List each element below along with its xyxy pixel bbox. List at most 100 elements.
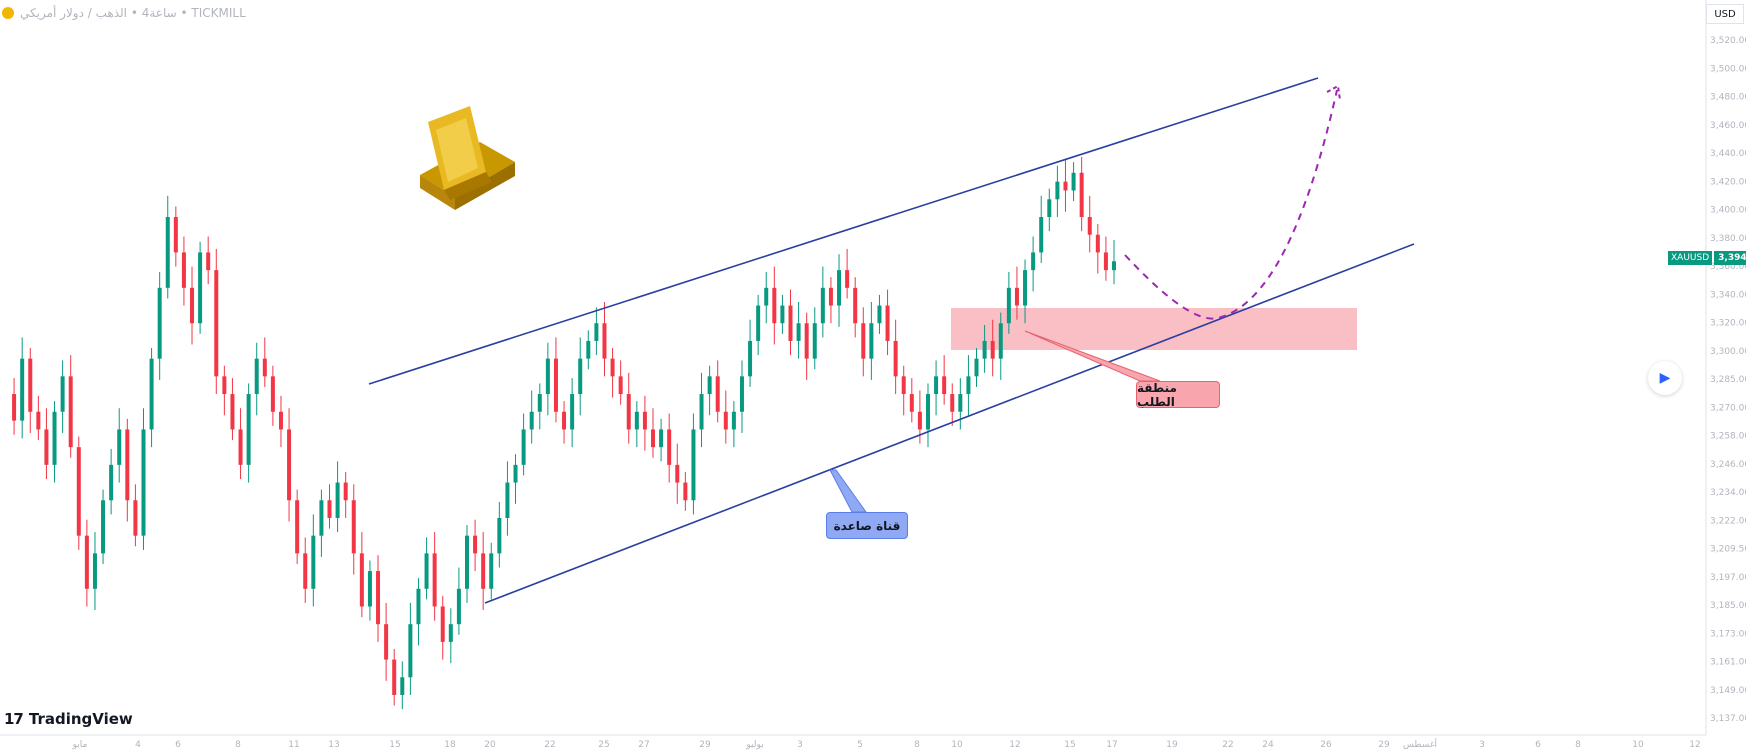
price-tick-label: 3,300.00 xyxy=(1710,347,1746,357)
candle-down xyxy=(651,429,656,448)
candle-down xyxy=(343,482,348,501)
price-tick-label: 3,270.00 xyxy=(1710,403,1746,413)
candle-up xyxy=(634,411,639,430)
time-tick-label: 26 xyxy=(1320,740,1332,750)
projection-path[interactable] xyxy=(1124,89,1338,320)
price-tag-value: 3,394.90 xyxy=(1714,251,1746,265)
candle-up xyxy=(1055,181,1060,200)
candle-up xyxy=(400,677,405,695)
candle-down xyxy=(772,287,777,324)
candle-up xyxy=(659,429,664,448)
candle-down xyxy=(214,270,219,377)
candle-down xyxy=(206,252,211,271)
price-tick-label: 3,460.00 xyxy=(1710,121,1746,131)
candle-up xyxy=(1006,287,1011,324)
candle-up xyxy=(52,411,57,465)
candle-up xyxy=(92,553,97,589)
candle-up xyxy=(925,394,930,430)
price-tick-label: 3,258.00 xyxy=(1710,432,1746,442)
exchange-label: TICKMILL xyxy=(191,6,246,20)
candle-up xyxy=(335,482,340,518)
time-tick-label: 12 xyxy=(1009,740,1020,750)
candle-down xyxy=(287,429,292,501)
candle-up xyxy=(311,535,316,589)
price-tick-label: 3,285.00 xyxy=(1710,375,1746,385)
candle-down xyxy=(173,217,178,253)
currency-selector[interactable]: USD xyxy=(1706,4,1744,24)
candle-up xyxy=(869,323,874,359)
candle-up xyxy=(198,252,203,324)
candle-up xyxy=(1071,172,1076,191)
time-tick-label: 27 xyxy=(638,740,649,750)
time-tick-label: 24 xyxy=(1262,740,1274,750)
channel-label[interactable]: قناة صاعدة xyxy=(826,512,908,539)
candle-up xyxy=(489,553,494,589)
candle-up xyxy=(966,376,971,395)
price-tick-label: 3,480.00 xyxy=(1710,93,1746,103)
candle-down xyxy=(618,376,623,395)
candle-up xyxy=(748,340,753,377)
candle-up xyxy=(109,464,114,501)
scroll-to-realtime-button[interactable]: ▶ xyxy=(1648,361,1682,395)
candle-up xyxy=(820,287,825,324)
candle-down xyxy=(28,358,33,412)
candle-up xyxy=(1112,261,1116,271)
candle-down xyxy=(327,500,332,518)
candle-down xyxy=(901,376,906,395)
price-axis-ticks: 3,520.00 3,500.00 3,480.00 3,460.00 3,440.00… xyxy=(1710,36,1746,724)
demand-zone-label[interactable]: منطقة الطلب xyxy=(1136,381,1220,409)
candle-up xyxy=(497,517,502,554)
time-tick-label: 11 xyxy=(288,740,299,750)
candle-up xyxy=(756,305,761,341)
candle-down xyxy=(68,376,73,448)
candle-down xyxy=(642,411,647,430)
candle-down xyxy=(481,553,486,589)
chart-header: الذهب / دولار أمريكي • 4ساعة • TICKMILL xyxy=(0,4,246,22)
projection-arrowhead xyxy=(1326,84,1341,101)
candle-down xyxy=(440,606,445,642)
candle-up xyxy=(764,287,769,306)
price-tick-label: 3,400.00 xyxy=(1710,206,1746,216)
candle-up xyxy=(1031,252,1036,271)
candle-down xyxy=(942,376,947,395)
candle-up xyxy=(1047,199,1052,218)
candle-down xyxy=(723,411,728,430)
time-tick-label: 12 xyxy=(1689,740,1700,750)
gold-bars-icon xyxy=(420,106,515,210)
candle-up xyxy=(812,323,817,359)
candle-up xyxy=(537,394,542,412)
candle-up xyxy=(594,323,599,341)
time-tick-label: 5 xyxy=(857,740,863,750)
candle-up xyxy=(529,411,534,430)
candle-up xyxy=(254,358,259,395)
candle-down xyxy=(181,252,186,288)
channel-upper-line[interactable] xyxy=(368,77,1319,385)
candle-up xyxy=(731,411,736,430)
candle-down xyxy=(610,358,615,377)
price-tick-label: 3,137.00 xyxy=(1710,714,1746,724)
candle-down xyxy=(76,447,81,536)
candle-down xyxy=(190,287,195,324)
time-tick-label: 18 xyxy=(444,740,456,750)
price-tick-label: 3,520.00 xyxy=(1710,36,1746,46)
candle-down xyxy=(990,340,995,359)
tradingview-logo[interactable]: 17 TradingView xyxy=(4,710,133,728)
time-tick-label: 17 xyxy=(1106,740,1117,750)
candle-down xyxy=(602,323,607,359)
candle-down xyxy=(432,553,437,607)
channel-lower-line[interactable] xyxy=(484,243,1415,604)
time-tick-label: 29 xyxy=(699,740,711,750)
candles-group xyxy=(12,156,1116,710)
time-tick-label: 19 xyxy=(1166,740,1178,750)
time-tick-label: مايو xyxy=(72,740,88,750)
candle-down xyxy=(44,429,49,465)
candle-down xyxy=(230,394,235,430)
time-tick-label: 6 xyxy=(175,740,181,750)
time-tick-label: 8 xyxy=(235,740,241,750)
candle-down xyxy=(303,553,308,589)
candle-up xyxy=(513,464,518,483)
timeframe-label[interactable]: 4ساعة xyxy=(141,6,177,20)
candle-up xyxy=(982,340,987,359)
candle-down xyxy=(1095,234,1100,253)
time-tick-label: 20 xyxy=(484,740,496,750)
